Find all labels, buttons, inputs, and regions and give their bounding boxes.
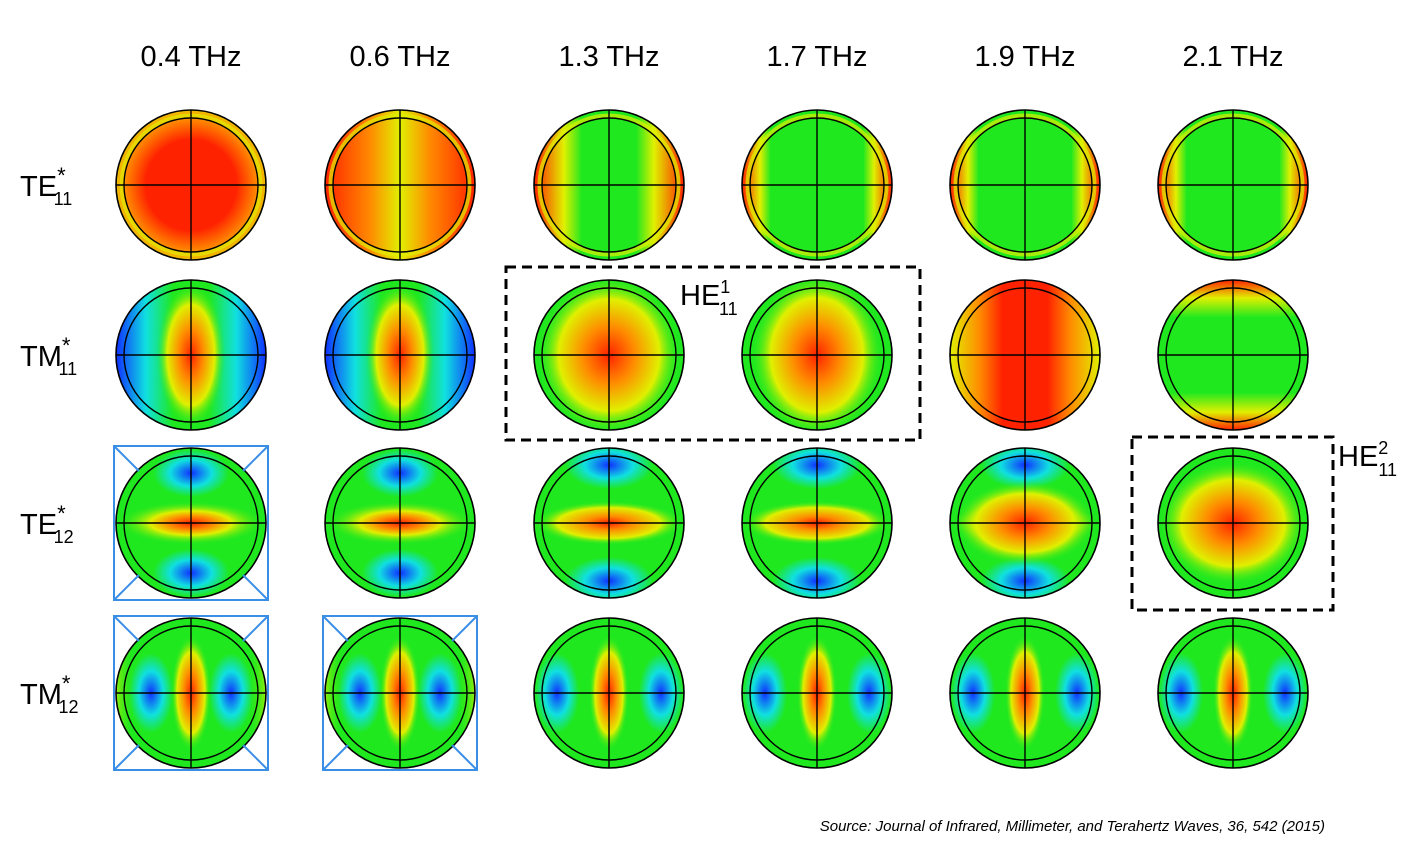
mode-label-tm11: TM* 11 [20, 333, 77, 379]
field-pattern-r2-c6 [1157, 279, 1309, 431]
field-pattern-r2-c2 [324, 279, 476, 431]
mode-label-column: TE* 11 TM* 11 TE* 12 TM* 12 [20, 163, 78, 717]
mode-label-te12: TE* 12 [20, 501, 74, 547]
field-pattern-r1-c5 [949, 109, 1101, 261]
source-citation: Source: Journal of Infrared, Millimeter,… [820, 818, 1325, 835]
frequency-header-row: 0.4 THz 0.6 THz 1.3 THz 1.7 THz 1.9 THz … [140, 41, 1283, 73]
field-pattern-r4-c2 [324, 617, 476, 769]
field-pattern-r4-c4 [741, 617, 893, 769]
field-pattern-r1-c3 [533, 109, 685, 261]
field-pattern-grid [113, 109, 1309, 771]
field-pattern-r3-c3 [533, 447, 685, 599]
field-pattern-r3-c1 [115, 447, 267, 599]
freq-label-3: 1.3 THz [558, 41, 659, 73]
he11-1-label: HE1 11 [680, 277, 738, 319]
freq-label-4: 1.7 THz [766, 41, 867, 73]
field-pattern-r1-c1 [115, 109, 267, 261]
mesh-boundary-box-r4-c1 [113, 615, 269, 771]
field-pattern-r1-c2 [324, 109, 476, 261]
field-pattern-r2-c3 [533, 279, 685, 431]
freq-label-2: 0.6 THz [349, 41, 450, 73]
mode-label-te11: TE* 11 [20, 163, 72, 209]
field-pattern-r4-c1 [115, 617, 267, 769]
field-pattern-r1-c4 [741, 109, 893, 261]
freq-label-6: 2.1 THz [1182, 41, 1283, 73]
he11-2-label: HE2 11 [1338, 438, 1397, 480]
field-pattern-r3-c4 [741, 447, 893, 599]
mesh-boundary-box-r4-c2 [322, 615, 478, 771]
freq-label-1: 0.4 THz [140, 41, 241, 73]
mode-label-tm12: TM* 12 [20, 671, 78, 717]
he11-1-dashed-box [504, 265, 922, 442]
field-pattern-r4-c3 [533, 617, 685, 769]
field-pattern-r3-c5 [949, 447, 1101, 599]
field-pattern-r3-c6 [1157, 447, 1309, 599]
he11-2-dashed-box [1130, 435, 1335, 612]
field-pattern-r1-c6 [1157, 109, 1309, 261]
field-pattern-r2-c5 [949, 279, 1101, 431]
field-pattern-r2-c4 [741, 279, 893, 431]
field-pattern-r4-c5 [949, 617, 1101, 769]
freq-label-5: 1.9 THz [974, 41, 1075, 73]
field-pattern-r4-c6 [1157, 617, 1309, 769]
field-pattern-r2-c1 [115, 279, 267, 431]
field-pattern-r3-c2 [324, 447, 476, 599]
mesh-boundary-box-r3-c1 [113, 445, 269, 601]
